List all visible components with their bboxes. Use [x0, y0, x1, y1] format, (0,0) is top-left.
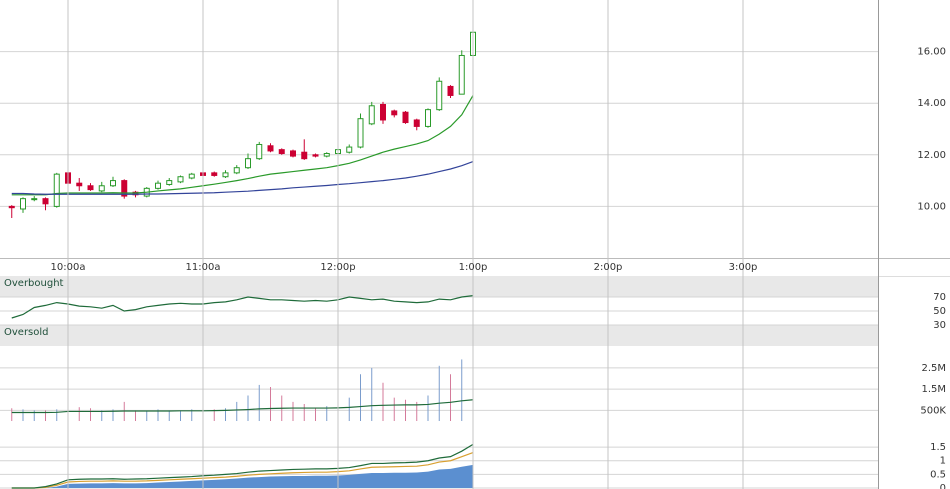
candle-body — [222, 172, 229, 178]
y-tick-label: 10.00 — [917, 201, 946, 212]
y-tick-label: 0 — [940, 483, 946, 489]
candle-body — [301, 151, 308, 160]
y-tick-label: 16.00 — [917, 47, 946, 58]
candle-body — [8, 205, 15, 209]
candle-body — [436, 80, 443, 111]
x-tick-label: 10:00a — [51, 262, 86, 273]
candle-body — [211, 172, 218, 176]
candle-body — [278, 149, 285, 155]
line — [11, 95, 474, 196]
line — [11, 160, 474, 195]
y-tick-label: 500K — [920, 405, 946, 416]
candle-body — [391, 110, 398, 116]
candle-body — [346, 146, 353, 153]
candle-body — [87, 185, 94, 191]
candle-body — [402, 111, 409, 124]
y-tick-label: 14.00 — [917, 98, 946, 109]
candle-body — [31, 198, 38, 201]
line — [11, 295, 474, 319]
candle-body — [20, 198, 26, 210]
candle-body — [110, 180, 116, 187]
line — [11, 399, 474, 414]
y-tick-label: 12.00 — [917, 150, 946, 161]
y-tick-label: 1 — [940, 456, 946, 467]
band — [0, 276, 878, 297]
y-tick-label: 1.5 — [930, 442, 946, 453]
candle-body — [42, 198, 49, 205]
y-tick-label: 30 — [933, 320, 946, 331]
y-tick-label: 70 — [933, 292, 946, 303]
line — [11, 443, 474, 489]
candle-body — [53, 173, 60, 207]
candle-body — [323, 153, 330, 157]
candle-body — [290, 150, 296, 157]
x-tick-label: 11:00a — [186, 262, 221, 273]
candle-body — [76, 182, 83, 187]
candle-body — [256, 143, 263, 160]
x-tick-label: 3:00p — [729, 262, 758, 273]
candle-body — [267, 145, 274, 152]
candle-body — [368, 105, 375, 125]
band-label: Overbought — [4, 278, 64, 289]
candle-body — [98, 185, 105, 192]
candle-body — [233, 167, 240, 174]
line — [11, 451, 474, 489]
y-tick-label: 0.5 — [930, 469, 946, 480]
x-tick-label: 12:00p — [320, 262, 355, 273]
candle-body — [312, 154, 319, 157]
band-label: Oversold — [4, 327, 49, 338]
candle-body — [458, 54, 465, 95]
x-tick-label: 2:00p — [594, 262, 623, 273]
candle-body — [188, 173, 195, 179]
y-tick-label: 1.5M — [921, 384, 946, 395]
candle-body — [380, 103, 386, 121]
candle-body — [245, 158, 251, 169]
y-tick-label: 50 — [933, 306, 946, 317]
candle-body — [447, 85, 454, 96]
candle-body — [155, 182, 161, 189]
candle-body — [121, 180, 128, 197]
candle-body — [177, 176, 184, 183]
candle-body — [166, 180, 173, 185]
x-tick-label: 1:00p — [459, 262, 488, 273]
candle-body — [357, 118, 364, 148]
candle-body — [425, 109, 431, 127]
candle-body — [413, 119, 420, 127]
y-tick-label: 2.5M — [921, 363, 946, 374]
band — [0, 325, 878, 346]
area — [11, 464, 473, 488]
